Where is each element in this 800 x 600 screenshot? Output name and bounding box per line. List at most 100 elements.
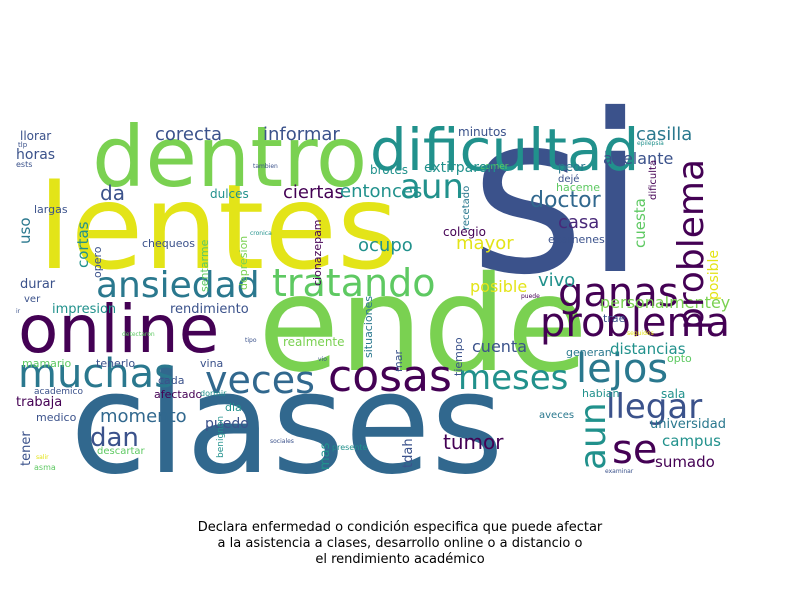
word-generan: universidad (650, 417, 726, 432)
word-dificultad: dificultad (370, 116, 639, 184)
word-cosas: cosas (328, 351, 452, 402)
word-sociales: tdah (401, 438, 416, 468)
word-largas: durar (20, 277, 56, 292)
word-llorar: minutos (458, 125, 507, 139)
word-recetado: trae (603, 312, 626, 325)
word-dificulta: peor (558, 160, 585, 174)
caption-line-1: Declara enfermedad o condición especific… (197, 520, 603, 535)
word-dulces: chequeos (142, 237, 195, 250)
word-durar: llorar (20, 129, 51, 143)
word-tiempo: situaciones (362, 296, 375, 358)
word-cionazepam: depresion (237, 236, 250, 290)
word-trae: haceme (556, 181, 600, 194)
word-mayor: entonces (340, 181, 422, 202)
word-medico: tenerlo (96, 357, 135, 370)
word-personalmentey: posible (706, 250, 722, 300)
word-presente: mar (392, 350, 405, 372)
word-ciertas: adelante (603, 149, 673, 168)
word-rendimiento: descartar (97, 446, 145, 457)
word-tumor: doctor (530, 188, 602, 213)
word-da: se (612, 427, 657, 473)
word-examenes: comer (480, 162, 509, 172)
word-situaciones: mas (318, 442, 333, 470)
word-tipo: cronica (250, 230, 272, 237)
word-clases: clases (70, 343, 504, 506)
word-extirparon: recetado (461, 186, 472, 230)
word-trabaja: detectaron (122, 331, 155, 338)
word-cuesta: mayor (456, 233, 514, 254)
word-casa: ocupo (358, 235, 413, 256)
word-casilla: corecta (155, 124, 222, 145)
word-vivo: casa (558, 212, 599, 233)
word-dentro: dentro (92, 108, 367, 206)
word-problema: problema (671, 159, 712, 330)
word-puede: sociales (270, 438, 294, 445)
word-detectaron: tlp (18, 141, 28, 149)
word-brotes: colegio (443, 225, 486, 239)
word-tenerlo: ir (16, 308, 21, 315)
word-doctor: dan (90, 423, 139, 453)
word-meses: meses (458, 358, 568, 398)
word-tdah: benignon (216, 416, 226, 458)
word-controlado: examinar (605, 468, 634, 475)
word-dan: aun (400, 167, 464, 207)
word-ganas: llegar (606, 387, 702, 427)
word-universidad: cuenta (472, 337, 527, 356)
word-entonces: cortas (74, 221, 92, 268)
word-impresion: uso (16, 218, 34, 245)
word-reparaciones: seguidos (627, 330, 654, 337)
word-mar: vio (318, 356, 327, 363)
word-opto: sumado (655, 453, 715, 471)
word-vina: tambien (253, 163, 278, 170)
word-ansiedad: ansiedad (96, 265, 260, 306)
word-comer: habian (582, 387, 619, 400)
word-chequeos: asma (34, 463, 56, 472)
word-adelante: informar (263, 124, 340, 145)
word-aveces: opto (667, 352, 692, 365)
word-posible: cuesta (631, 198, 649, 248)
word-examinar: puede (521, 293, 540, 300)
word-salir: tener (19, 431, 34, 466)
figure-caption: Declara enfermedad o condición especific… (150, 520, 650, 568)
word-sumado: distancias (610, 340, 686, 358)
word-descartar: academico (34, 387, 83, 397)
word-depresion: opero (91, 246, 104, 278)
word-minutos: dejé (558, 173, 579, 185)
word-viajar: epilepsia (637, 140, 664, 147)
word-corecta: momento (100, 406, 187, 427)
word-sentarme: rendimiento (170, 302, 249, 317)
word-lentes: lentes (38, 158, 399, 296)
caption-line-3: el rendimiento académico (315, 552, 485, 567)
word-cada: tipo (245, 337, 257, 344)
word-tratando: tratando (272, 261, 435, 305)
word-momento: da (100, 181, 125, 205)
word-benignon: dormir (200, 389, 227, 398)
word-epilepsia: tiempo (452, 337, 465, 376)
word-muchas: muchas (18, 351, 175, 397)
word-vio: dia (225, 401, 242, 414)
word-mas: puedo (205, 416, 249, 432)
word-opero: salir (36, 454, 49, 461)
word-llegar: problema (540, 300, 730, 346)
word-tambien: dulces (210, 187, 249, 201)
word-afectado: vina (200, 357, 223, 370)
word-distancias: vivo (538, 270, 575, 291)
word-haceme: aveces (539, 410, 574, 421)
word-dormir: realmente (283, 335, 345, 349)
caption-line-2: a la asistencia a clases, desarrollo onl… (217, 536, 583, 551)
word-realmente: cionazepam (311, 219, 324, 286)
word-tener: trabaja (16, 395, 62, 410)
word-cortas: casilla (636, 124, 692, 145)
word-uso: extirparon (424, 160, 496, 176)
word-seguidos: presente (332, 443, 367, 452)
word-aun: aun (573, 402, 614, 470)
word-veces: veces (205, 358, 315, 402)
word-mamario: ests (16, 160, 32, 169)
word-lejos: lejos (576, 346, 668, 392)
word-horas: brotes (370, 163, 408, 177)
word-sala: campus (662, 432, 721, 450)
word-dej-: dificulta (648, 160, 659, 200)
word-puedo: afectado (154, 388, 202, 401)
word-cronica: sentarme (198, 239, 211, 292)
word-ir: largas (34, 203, 68, 216)
